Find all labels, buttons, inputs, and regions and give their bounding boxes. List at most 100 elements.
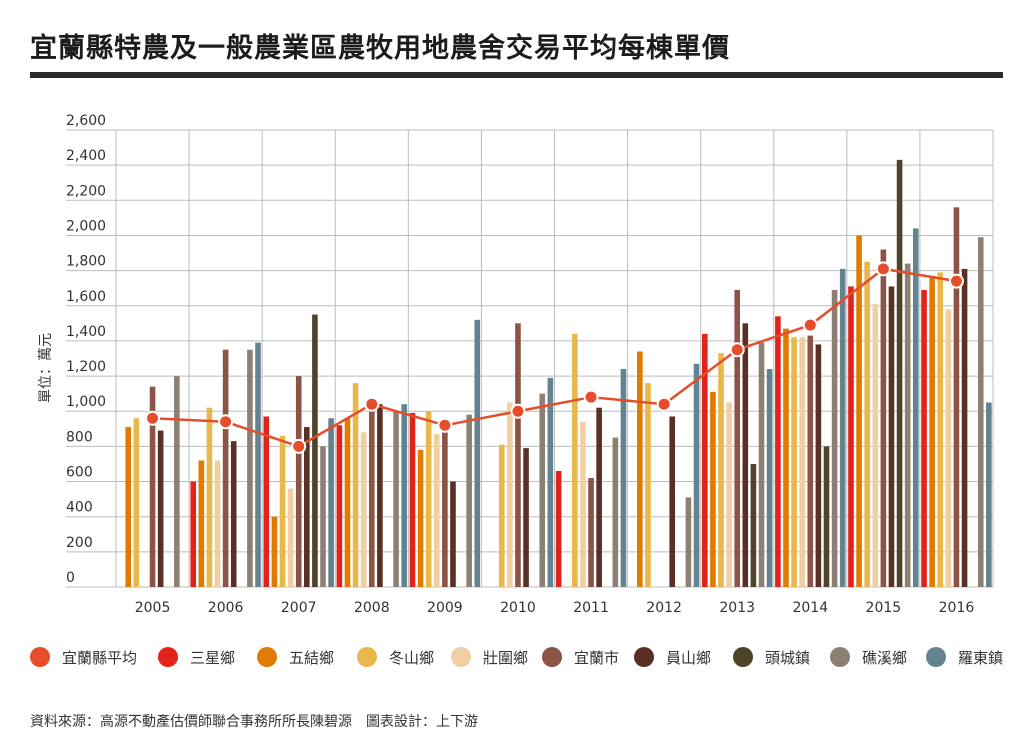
bar xyxy=(620,369,627,587)
y-tick-label: 1,800 xyxy=(66,254,106,270)
legend-item: 三星鄉 xyxy=(158,645,235,669)
bar xyxy=(336,425,343,587)
gridlines xyxy=(66,129,994,588)
legend-item: 礁溪鄉 xyxy=(830,645,907,669)
y-tick-label: 1,400 xyxy=(66,324,106,340)
average-point xyxy=(510,403,526,419)
average-point xyxy=(729,342,745,358)
bar xyxy=(864,261,870,587)
legend-item: 壯圍鄉 xyxy=(451,645,528,669)
bar xyxy=(929,275,935,587)
bar xyxy=(856,235,862,587)
average-point xyxy=(145,410,161,426)
bar xyxy=(645,383,651,587)
bar xyxy=(742,323,749,587)
bar xyxy=(295,376,302,587)
y-tick-label: 1,200 xyxy=(66,359,106,375)
x-tick-label: 2013 xyxy=(719,600,755,616)
bar xyxy=(945,309,952,587)
bar xyxy=(937,272,944,587)
bar xyxy=(190,481,197,587)
bar xyxy=(693,363,700,587)
title-rule xyxy=(30,72,1003,78)
x-tick-label: 2006 xyxy=(208,600,244,616)
bar xyxy=(775,316,781,587)
bar xyxy=(174,376,180,587)
average-point xyxy=(437,417,453,433)
bar xyxy=(255,342,261,587)
bar xyxy=(433,434,440,587)
legend-label: 五結鄉 xyxy=(289,648,335,667)
source-note: 資料來源：高源不動產估價師聯合事務所所長陳碧源 圖表設計：上下游 xyxy=(30,714,478,730)
bar xyxy=(710,391,716,587)
legend-label: 壯圍鄉 xyxy=(483,648,529,667)
bar xyxy=(279,435,286,587)
x-tick-label: 2010 xyxy=(500,600,536,616)
bar xyxy=(669,416,676,587)
bar xyxy=(304,427,310,587)
bar xyxy=(263,416,270,587)
legend-item: 羅東鎮 xyxy=(926,645,1003,669)
bar xyxy=(352,383,359,587)
bar xyxy=(766,369,773,587)
bar xyxy=(685,497,692,587)
bar xyxy=(904,263,911,587)
legend-swatch xyxy=(257,647,277,667)
bar xyxy=(157,430,164,587)
bars xyxy=(125,159,992,588)
bar xyxy=(580,421,586,587)
bar xyxy=(360,432,367,587)
legend-label: 三星鄉 xyxy=(190,648,236,667)
legend-swatch xyxy=(158,647,178,667)
bar xyxy=(555,470,562,587)
bar xyxy=(401,404,407,587)
bar xyxy=(831,289,838,587)
bar xyxy=(986,402,992,587)
bar xyxy=(807,335,814,587)
legend-item: 冬山鄉 xyxy=(357,645,434,669)
legend: 宜蘭縣平均 三星鄉 五結鄉 冬山鄉 壯圍鄉 宜蘭市 員山鄉 頭城鎮 礁溪鄉 羅東鎮 xyxy=(30,645,1005,671)
bar xyxy=(450,481,456,587)
bar xyxy=(799,337,805,587)
legend-swatch xyxy=(542,647,562,667)
average-point xyxy=(218,414,234,430)
bar xyxy=(466,414,472,587)
bar xyxy=(912,228,919,587)
bar xyxy=(133,418,140,587)
legend-swatch xyxy=(634,647,654,667)
legend-swatch xyxy=(733,647,753,667)
legend-swatch xyxy=(926,647,946,667)
bar xyxy=(588,478,594,587)
legend-label: 頭城鎮 xyxy=(765,648,811,667)
x-tick-label: 2016 xyxy=(939,600,975,616)
y-tick-label: 2,400 xyxy=(66,148,106,164)
average-point xyxy=(948,273,964,289)
bar xyxy=(393,411,399,587)
average-point xyxy=(875,261,891,277)
average-point xyxy=(802,317,818,333)
bar xyxy=(791,337,797,587)
bar xyxy=(149,386,156,587)
bar xyxy=(726,402,732,587)
bar xyxy=(961,268,968,587)
bar xyxy=(921,289,927,587)
bar xyxy=(953,207,960,588)
bar xyxy=(498,444,505,587)
y-tick-label: 2,200 xyxy=(66,183,106,199)
bar xyxy=(547,377,554,587)
bar xyxy=(848,286,854,587)
y-axis-label: 單位：萬元 xyxy=(38,333,54,403)
legend-label: 宜蘭縣平均 xyxy=(62,648,138,667)
legend-swatch xyxy=(830,647,850,667)
legend-swatch xyxy=(451,647,471,667)
legend-label: 冬山鄉 xyxy=(389,648,435,667)
bar xyxy=(507,402,513,587)
bar xyxy=(417,449,424,587)
legend-item: 員山鄉 xyxy=(634,645,711,669)
bar xyxy=(425,411,432,587)
bar xyxy=(783,328,789,587)
bar xyxy=(206,407,213,587)
average-point xyxy=(656,396,672,412)
bar xyxy=(718,353,724,587)
bar xyxy=(702,333,708,587)
